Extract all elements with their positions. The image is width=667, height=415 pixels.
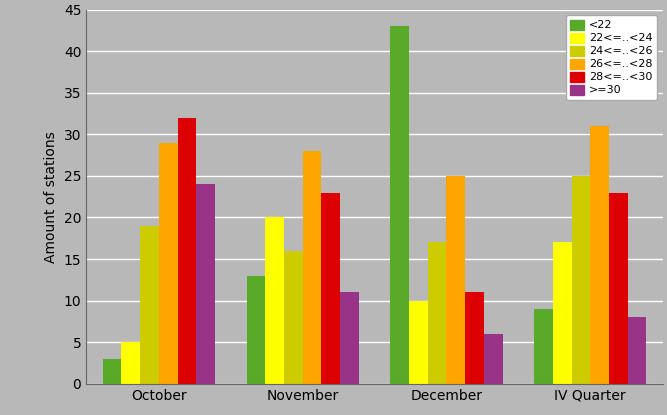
- Bar: [340, 292, 359, 384]
- Bar: [247, 276, 265, 384]
- Bar: [572, 176, 590, 384]
- Bar: [321, 193, 340, 384]
- Bar: [446, 176, 465, 384]
- Bar: [103, 359, 121, 384]
- Bar: [140, 226, 159, 384]
- Bar: [265, 217, 284, 384]
- Legend: <22, 22<=..<24, 24<=..<26, 26<=..<28, 28<=..<30, >=30: <22, 22<=..<24, 24<=..<26, 26<=..<28, 28…: [566, 15, 657, 100]
- Y-axis label: Amount of stations: Amount of stations: [44, 131, 58, 263]
- Bar: [284, 251, 303, 384]
- Bar: [159, 143, 177, 384]
- Bar: [390, 26, 409, 384]
- Bar: [609, 193, 628, 384]
- Bar: [590, 126, 609, 384]
- Bar: [628, 317, 646, 384]
- Bar: [303, 151, 321, 384]
- Bar: [409, 300, 428, 384]
- Bar: [553, 242, 572, 384]
- Bar: [121, 342, 140, 384]
- Bar: [177, 118, 196, 384]
- Bar: [534, 309, 553, 384]
- Bar: [196, 184, 215, 384]
- Bar: [484, 334, 502, 384]
- Bar: [428, 242, 446, 384]
- Bar: [465, 292, 484, 384]
